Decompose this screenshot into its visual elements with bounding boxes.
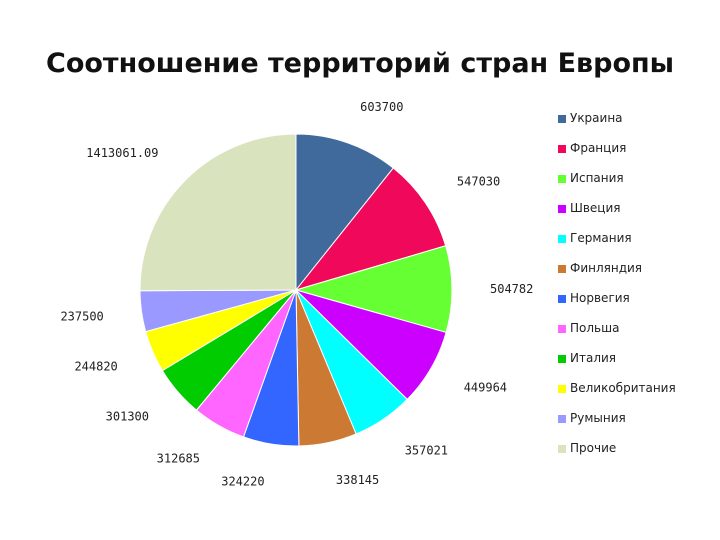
legend-label: Прочие	[570, 441, 617, 455]
legend-label: Франция	[570, 141, 627, 155]
legend-swatch	[558, 355, 566, 363]
legend-swatch	[558, 145, 566, 153]
data-label-9: 301300	[106, 410, 149, 424]
pie-slice-2	[294, 167, 447, 291]
legend-item: Норвегия	[556, 291, 716, 322]
pie-slice-12	[139, 133, 297, 292]
data-label-8: 312685	[157, 452, 200, 466]
data-label-12: 1413061.09	[86, 146, 158, 160]
legend-label: Финляндия	[570, 261, 643, 275]
data-label-10: 244820	[74, 360, 117, 374]
legend: Украина Франция Испания Швеция Германия Финля…	[556, 111, 716, 472]
data-label-4: 449964	[464, 381, 507, 395]
legend-label: Польша	[570, 321, 620, 335]
data-label-11: 237500	[60, 310, 103, 324]
pie-slice-1	[295, 133, 394, 292]
legend-swatch	[558, 115, 566, 123]
legend-swatch	[558, 295, 566, 303]
legend-item: Румыния	[556, 411, 716, 442]
legend-item: Швеция	[556, 201, 716, 232]
legend-item: Италия	[556, 351, 716, 382]
legend-label: Италия	[570, 351, 617, 365]
legend-item: Испания	[556, 171, 716, 202]
legend-item: Германия	[556, 231, 716, 262]
data-label-6: 338145	[336, 473, 379, 487]
legend-swatch	[558, 205, 566, 213]
legend-item: Великобритания	[556, 381, 716, 412]
legend-label: Румыния	[570, 411, 626, 425]
data-label-3: 504782	[490, 282, 533, 296]
legend-swatch	[558, 445, 566, 453]
legend-label: Испания	[570, 171, 624, 185]
data-label-1: 603700	[360, 100, 403, 114]
legend-item: Польша	[556, 321, 716, 352]
data-label-5: 357021	[405, 444, 448, 458]
legend-label: Норвегия	[570, 291, 630, 305]
legend-item: Прочие	[556, 441, 716, 472]
data-label-2: 547030	[457, 175, 500, 189]
legend-label: Германия	[570, 231, 632, 245]
pie-slices	[139, 133, 453, 447]
pie-slice-3	[294, 245, 453, 334]
legend-swatch	[558, 325, 566, 333]
legend-item: Франция	[556, 141, 716, 172]
legend-label: Великобритания	[570, 381, 676, 395]
chart-title: Соотношение территорий стран Европы	[46, 48, 675, 79]
legend-swatch	[558, 235, 566, 243]
legend-label: Украина	[570, 111, 623, 125]
legend-swatch	[558, 415, 566, 423]
legend-label: Швеция	[570, 201, 621, 215]
data-label-7: 324220	[221, 474, 264, 488]
data-labels: 603700 547030 504782 449964 357021 338145 3242…	[60, 100, 533, 488]
legend-swatch	[558, 265, 566, 273]
legend-swatch	[558, 175, 566, 183]
legend-item: Украина	[556, 111, 716, 142]
legend-swatch	[558, 385, 566, 393]
legend-item: Финляндия	[556, 261, 716, 292]
